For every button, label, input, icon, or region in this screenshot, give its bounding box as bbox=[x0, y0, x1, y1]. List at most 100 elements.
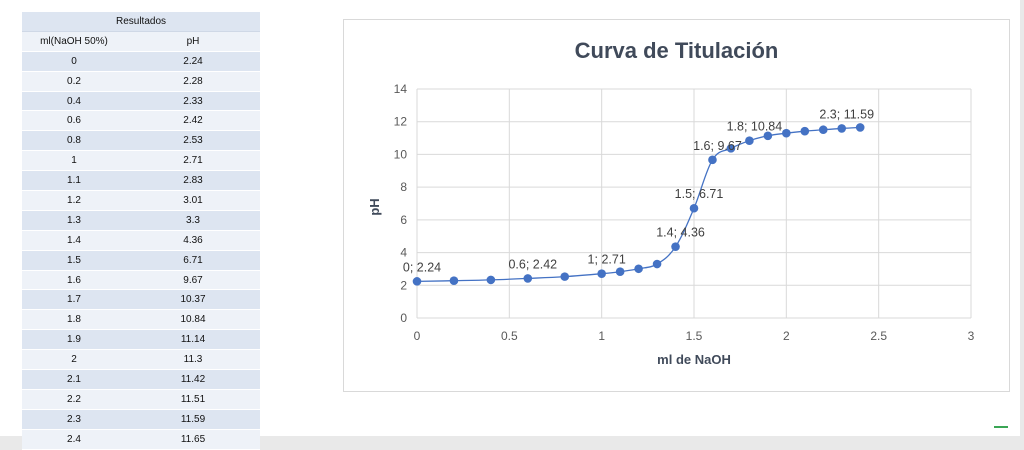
data-point[interactable] bbox=[560, 272, 570, 281]
cell-ph[interactable]: 6.71 bbox=[126, 250, 260, 271]
y-tick-label: 8 bbox=[400, 180, 407, 194]
cell-ml[interactable]: 2.3 bbox=[22, 409, 126, 430]
column-header-ml[interactable]: ml(NaOH 50%) bbox=[22, 31, 126, 52]
data-point[interactable] bbox=[726, 144, 736, 153]
data-label: 1.4; 4.36 bbox=[656, 226, 705, 240]
data-label: 0; 2.24 bbox=[403, 260, 441, 274]
cell-ph[interactable]: 11.65 bbox=[126, 429, 260, 450]
cell-ml[interactable]: 1.5 bbox=[22, 250, 126, 271]
cell-ph[interactable]: 3.01 bbox=[126, 190, 260, 211]
table-row: 1.4 4.36 bbox=[22, 230, 260, 251]
cell-ml[interactable]: 1.9 bbox=[22, 329, 126, 351]
data-labels: 0; 2.24 0.6; 2.42 1; 2.71 1.4; 4.36 1.5; 6.7… bbox=[403, 107, 874, 274]
data-point[interactable] bbox=[708, 155, 717, 165]
data-label: 1.5; 6.71 bbox=[675, 187, 724, 201]
cell-ml[interactable]: 2 bbox=[22, 349, 126, 371]
cell-ml[interactable]: 2.4 bbox=[22, 429, 126, 450]
data-label: 0.6; 2.42 bbox=[508, 257, 557, 271]
cell-ph[interactable]: 2.33 bbox=[126, 91, 260, 112]
table-row: 1.8 10.84 bbox=[22, 309, 260, 331]
cell-ml[interactable]: 1.7 bbox=[22, 289, 126, 311]
x-tick-label: 0 bbox=[414, 329, 421, 343]
data-point[interactable] bbox=[855, 123, 865, 132]
results-table: Resultados ml(NaOH 50%) pH 0 2.24 0.2 2.28 0… bbox=[22, 12, 260, 450]
data-point[interactable] bbox=[449, 276, 459, 286]
y-tick-label: 6 bbox=[400, 213, 407, 227]
data-point[interactable] bbox=[689, 203, 699, 213]
cell-ph[interactable]: 9.67 bbox=[126, 270, 260, 291]
cell-ph[interactable]: 10.84 bbox=[126, 309, 260, 331]
data-point[interactable] bbox=[818, 125, 828, 135]
data-point[interactable] bbox=[634, 264, 643, 274]
data-points bbox=[412, 123, 865, 286]
x-axis-title: ml de NaOH bbox=[657, 352, 731, 367]
data-point[interactable] bbox=[745, 136, 754, 145]
cell-ph[interactable]: 11.42 bbox=[126, 369, 260, 390]
table-row: 1.5 6.71 bbox=[22, 250, 260, 271]
cell-ph[interactable]: 11.59 bbox=[126, 409, 260, 430]
data-point[interactable] bbox=[671, 242, 680, 251]
y-tick-label: 12 bbox=[394, 115, 408, 129]
chart-frame[interactable]: Curva de Titulación 0 2 4 6 8 10 12 14 0 0.5 1 1.5 2… bbox=[343, 19, 1010, 392]
data-label: 1.8; 10.84 bbox=[727, 120, 783, 134]
cell-ph[interactable]: 3.3 bbox=[126, 210, 260, 231]
cell-ml[interactable]: 0.6 bbox=[22, 110, 126, 132]
table-row: 1.1 2.83 bbox=[22, 170, 260, 192]
data-point[interactable] bbox=[412, 277, 422, 286]
cell-ph[interactable]: 10.37 bbox=[126, 289, 260, 311]
cell-ml[interactable]: 1.1 bbox=[22, 170, 126, 192]
chart-title[interactable]: Curva de Titulación bbox=[574, 38, 779, 63]
cell-ph[interactable]: 2.83 bbox=[126, 170, 260, 192]
cell-ph[interactable]: 11.3 bbox=[126, 349, 260, 371]
data-point[interactable] bbox=[615, 267, 625, 277]
table-title[interactable]: Resultados bbox=[22, 12, 260, 32]
cell-ml[interactable]: 0 bbox=[22, 51, 126, 72]
cell-ph[interactable]: 11.14 bbox=[126, 329, 260, 351]
cell-ph[interactable]: 2.71 bbox=[126, 150, 260, 172]
column-header-ph[interactable]: pH bbox=[126, 31, 260, 52]
grid-lines bbox=[416, 88, 972, 319]
table-row: 0.4 2.33 bbox=[22, 91, 260, 112]
table-row: 1.7 10.37 bbox=[22, 289, 260, 311]
cell-ml[interactable]: 1.3 bbox=[22, 210, 126, 231]
cell-ml[interactable]: 1.2 bbox=[22, 190, 126, 211]
data-label: 1.6; 9.67 bbox=[693, 139, 742, 153]
y-tick-label: 14 bbox=[394, 82, 408, 96]
data-point[interactable] bbox=[782, 128, 791, 138]
data-point[interactable] bbox=[597, 269, 606, 278]
table-row: 0.8 2.53 bbox=[22, 130, 260, 152]
cell-ml[interactable]: 0.8 bbox=[22, 130, 126, 152]
cell-ml[interactable]: 0.4 bbox=[22, 91, 126, 112]
cell-ml[interactable]: 2.1 bbox=[22, 369, 126, 390]
x-tick-label: 1.5 bbox=[686, 329, 703, 343]
table-row: 0.6 2.42 bbox=[22, 110, 260, 132]
cell-ph[interactable]: 2.28 bbox=[126, 71, 260, 92]
titration-chart: 0 2 4 6 8 10 12 14 0 0.5 1 1.5 2 2.5 3 0; 2.24 0.6; 2.4… bbox=[367, 82, 975, 367]
data-point[interactable] bbox=[763, 131, 773, 141]
cell-ml[interactable]: 0.2 bbox=[22, 71, 126, 92]
x-tick-label: 3 bbox=[968, 329, 975, 343]
cell-ph[interactable]: 2.53 bbox=[126, 130, 260, 152]
status-indicator bbox=[994, 426, 1008, 428]
y-tick-label: 0 bbox=[400, 311, 407, 325]
cell-ml[interactable]: 2.2 bbox=[22, 389, 126, 410]
table-row: 1.6 9.67 bbox=[22, 270, 260, 291]
data-point[interactable] bbox=[652, 259, 662, 269]
axis-labels: 0 2 4 6 8 10 12 14 0 0.5 1 1.5 2 2.5 3 bbox=[394, 82, 975, 343]
data-point[interactable] bbox=[486, 275, 496, 285]
cell-ml[interactable]: 1 bbox=[22, 150, 126, 172]
y-tick-label: 2 bbox=[400, 278, 407, 292]
cell-ph[interactable]: 2.24 bbox=[126, 51, 260, 72]
cell-ml[interactable]: 1.8 bbox=[22, 309, 126, 331]
cell-ph[interactable]: 11.51 bbox=[126, 389, 260, 410]
table-row: 2 11.3 bbox=[22, 349, 260, 371]
data-point[interactable] bbox=[523, 274, 533, 283]
data-point[interactable] bbox=[837, 124, 847, 133]
cell-ml[interactable]: 1.6 bbox=[22, 270, 126, 291]
data-point[interactable] bbox=[800, 126, 810, 136]
cell-ml[interactable]: 1.4 bbox=[22, 230, 126, 251]
cell-ph[interactable]: 4.36 bbox=[126, 230, 260, 251]
cell-ph[interactable]: 2.42 bbox=[126, 110, 260, 132]
table-row: 2.3 11.59 bbox=[22, 409, 260, 430]
